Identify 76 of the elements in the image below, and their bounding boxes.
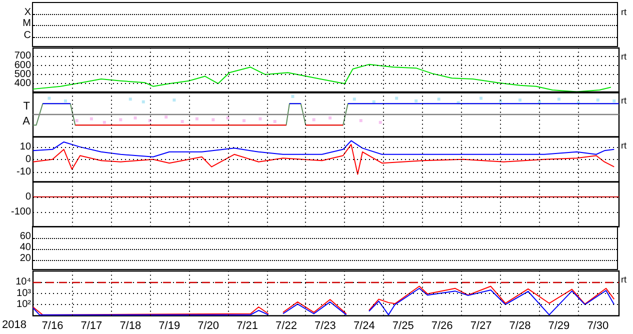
- x-tick-label: 7/26: [431, 320, 453, 332]
- point: [226, 116, 230, 120]
- x-tick-label: 7/19: [158, 320, 180, 332]
- y-tick-label: 500: [14, 68, 32, 80]
- x-tick-label: 7/27: [470, 320, 492, 332]
- category-label: 40: [20, 242, 31, 253]
- point: [414, 100, 418, 103]
- point: [378, 121, 382, 124]
- y-tick-label: 400: [14, 78, 32, 89]
- point: [172, 98, 176, 102]
- point: [195, 118, 198, 121]
- point: [48, 97, 51, 100]
- text: rt: [621, 7, 626, 18]
- point: [359, 120, 362, 123]
- point: [212, 118, 215, 122]
- point: [312, 118, 316, 122]
- y-tick-label: 10²: [16, 299, 32, 310]
- point: [164, 116, 168, 119]
- point: [518, 98, 522, 102]
- y-tick-label: -100: [10, 206, 32, 218]
- point: [128, 98, 132, 102]
- x-tick-label: 7/22: [276, 320, 297, 332]
- category-label: X: [24, 7, 31, 18]
- x-tick-label: 7/24: [353, 320, 375, 332]
- text: rt: [621, 51, 627, 62]
- point: [242, 120, 246, 123]
- line-series: [32, 144, 615, 175]
- point: [64, 100, 67, 103]
- x-tick-label: 7/20: [198, 320, 220, 332]
- y-tick-label: 10: [20, 142, 32, 153]
- text: T: [23, 100, 30, 113]
- y-tick-label: 0: [25, 154, 32, 165]
- x-tick-label: 7/21: [236, 320, 258, 332]
- point: [596, 98, 600, 102]
- text: A: [22, 116, 31, 128]
- line-series: [32, 140, 615, 158]
- point: [557, 98, 560, 102]
- line-series: [32, 64, 612, 92]
- x-tick-label: 7/23: [314, 320, 336, 332]
- x-tick-label: 7/25: [392, 320, 414, 332]
- category-label: C: [24, 30, 31, 41]
- category-label: 20: [20, 253, 31, 264]
- x-tick-label: 7/17: [80, 320, 102, 332]
- point: [142, 100, 145, 104]
- point: [395, 97, 398, 100]
- x-tick-label: 7/28: [509, 320, 531, 332]
- x-axis-title: 2018: [2, 319, 26, 332]
- point: [437, 98, 440, 102]
- point: [180, 120, 184, 124]
- text: rt: [621, 140, 627, 151]
- point: [328, 116, 332, 120]
- y-tick-label: 700: [14, 50, 32, 62]
- point: [102, 121, 106, 124]
- point: [134, 116, 137, 120]
- point: [352, 98, 356, 102]
- text: rt: [621, 96, 627, 106]
- y-tick-label: 600: [14, 60, 32, 71]
- point: [119, 118, 122, 122]
- y-tick-label: 10⁴: [16, 276, 31, 288]
- x-tick-label: 7/18: [120, 320, 142, 332]
- x-tick-label: 7/29: [548, 320, 570, 332]
- text: rt: [621, 274, 627, 285]
- point: [273, 120, 276, 124]
- point: [75, 120, 78, 123]
- point: [258, 118, 262, 121]
- x-tick-label: 7/16: [42, 320, 64, 332]
- point: [291, 95, 294, 98]
- point: [480, 97, 483, 100]
- y-tick-label: 0: [25, 191, 32, 202]
- y-tick-label: -10: [16, 166, 32, 178]
- category-label: 60: [20, 230, 31, 242]
- y-tick-label: 10³: [16, 288, 32, 300]
- point: [612, 100, 616, 103]
- point: [90, 118, 93, 121]
- x-tick-label: 7/30: [587, 320, 609, 332]
- category-label: M: [22, 18, 31, 30]
